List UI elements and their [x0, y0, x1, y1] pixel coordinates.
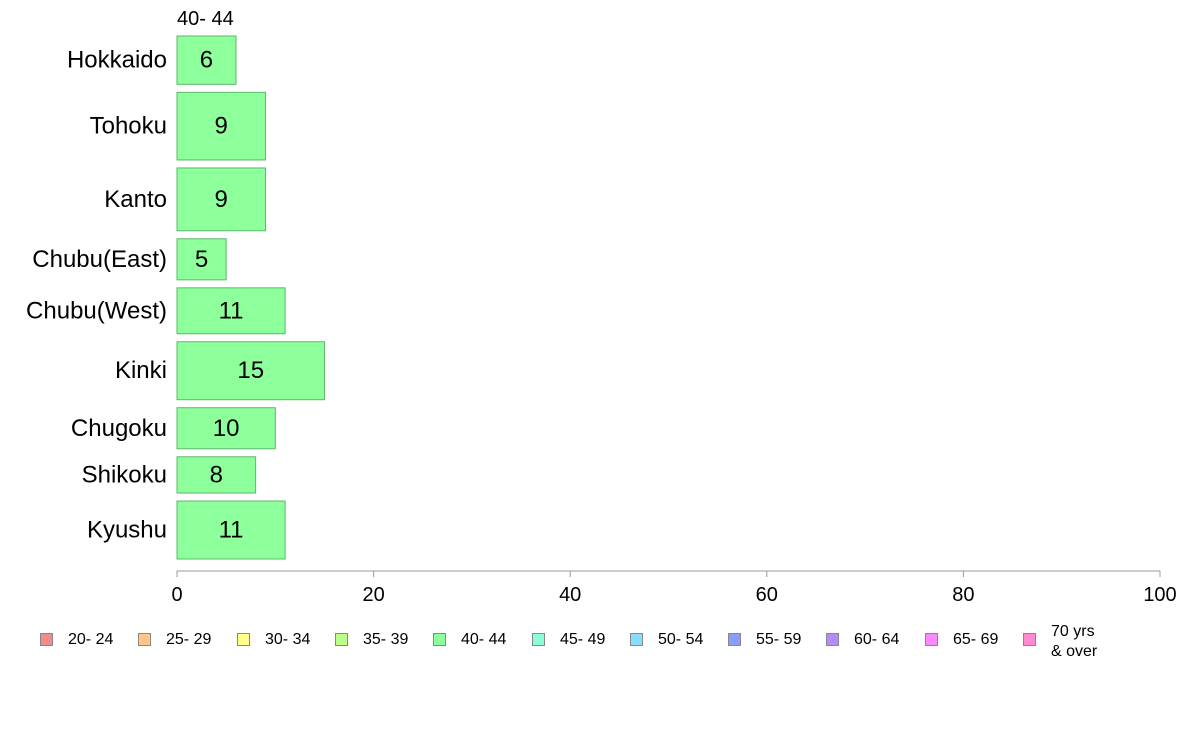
series-label: 40- 44	[177, 8, 234, 30]
legend-label: 40- 44	[461, 631, 507, 648]
legend: 20- 24 25- 29 30- 34 35- 39 40- 44 45- 49 50- …	[40, 622, 1180, 672]
bar-kanto	[176, 167, 266, 232]
legend-item: 65- 69	[925, 622, 998, 649]
bar-chubu-west	[176, 287, 286, 335]
bar-chart: 40- 44 Hokkaido 6 Tohoku 9 Kanto 9 Chubu(East)…	[26, 8, 1177, 606]
legend-swatch	[138, 633, 151, 646]
legend-swatch	[237, 633, 250, 646]
x-tick-label: 0	[171, 584, 182, 606]
data-label: 15	[237, 357, 264, 384]
data-label: 11	[219, 517, 244, 544]
x-axis: 0 20 40 60 80 100	[171, 570, 1177, 606]
x-tick-label: 60	[756, 584, 778, 606]
data-label: 10	[213, 415, 240, 442]
legend-label: 70 yrs & over	[1051, 623, 1098, 660]
legend-label: 60- 64	[854, 631, 900, 648]
legend-item: 50- 54	[630, 622, 703, 649]
data-label: 8	[210, 461, 223, 488]
bar-kyushu	[176, 500, 286, 560]
data-label: 11	[219, 297, 244, 324]
legend-swatch	[925, 633, 938, 646]
legend-item: 35- 39	[335, 622, 408, 649]
bar-chubu-east	[176, 238, 227, 281]
category-label: Tohoku	[90, 113, 167, 140]
legend-swatch	[335, 633, 348, 646]
category-label: Hokkaido	[67, 47, 167, 74]
legend-item: 55- 59	[728, 622, 801, 649]
category-label: Shikoku	[82, 461, 167, 488]
legend-item: 20- 24	[40, 622, 113, 649]
category-label: Chubu(East)	[32, 246, 167, 273]
legend-label: 45- 49	[560, 631, 606, 648]
legend-swatch	[433, 633, 446, 646]
legend-swatch	[826, 633, 839, 646]
x-tick-label: 20	[362, 584, 384, 606]
category-label: Chubu(West)	[26, 297, 167, 324]
legend-label: 30- 34	[265, 631, 311, 648]
legend-item: 40- 44	[433, 622, 506, 649]
data-label: 9	[215, 186, 228, 213]
category-label: Kinki	[115, 357, 167, 384]
x-tick-label: 100	[1143, 584, 1176, 606]
bar-tohoku	[176, 91, 266, 161]
category-label: Kyushu	[87, 517, 167, 544]
data-label: 5	[195, 246, 208, 273]
legend-swatch	[728, 633, 741, 646]
legend-item: 70 yrs & over	[1023, 622, 1097, 662]
legend-item: 30- 34	[237, 622, 310, 649]
category-label: Chugoku	[71, 415, 167, 442]
legend-swatch	[532, 633, 545, 646]
legend-label: 35- 39	[363, 631, 409, 648]
legend-item: 60- 64	[826, 622, 899, 649]
category-label: Kanto	[104, 186, 167, 213]
legend-item: 25- 29	[138, 622, 211, 649]
legend-item: 45- 49	[532, 622, 605, 649]
bar-chugoku	[176, 407, 276, 450]
data-label: 9	[215, 113, 228, 140]
x-tick-label: 40	[559, 584, 581, 606]
x-tick-label: 80	[952, 584, 974, 606]
legend-swatch	[630, 633, 643, 646]
bar-kinki	[176, 341, 325, 401]
legend-label: 20- 24	[68, 631, 114, 648]
bar-shikoku	[176, 456, 257, 494]
bars-layer: Hokkaido 6 Tohoku 9 Kanto 9 Chubu(East) 5 Chubu(…	[26, 35, 325, 560]
legend-label: 50- 54	[658, 631, 704, 648]
legend-label: 55- 59	[756, 631, 802, 648]
legend-swatch	[40, 633, 53, 646]
legend-label: 65- 69	[953, 631, 999, 648]
legend-label: 25- 29	[166, 631, 212, 648]
data-label: 6	[200, 47, 213, 74]
legend-swatch	[1023, 633, 1036, 646]
bar-hokkaido	[176, 35, 237, 85]
